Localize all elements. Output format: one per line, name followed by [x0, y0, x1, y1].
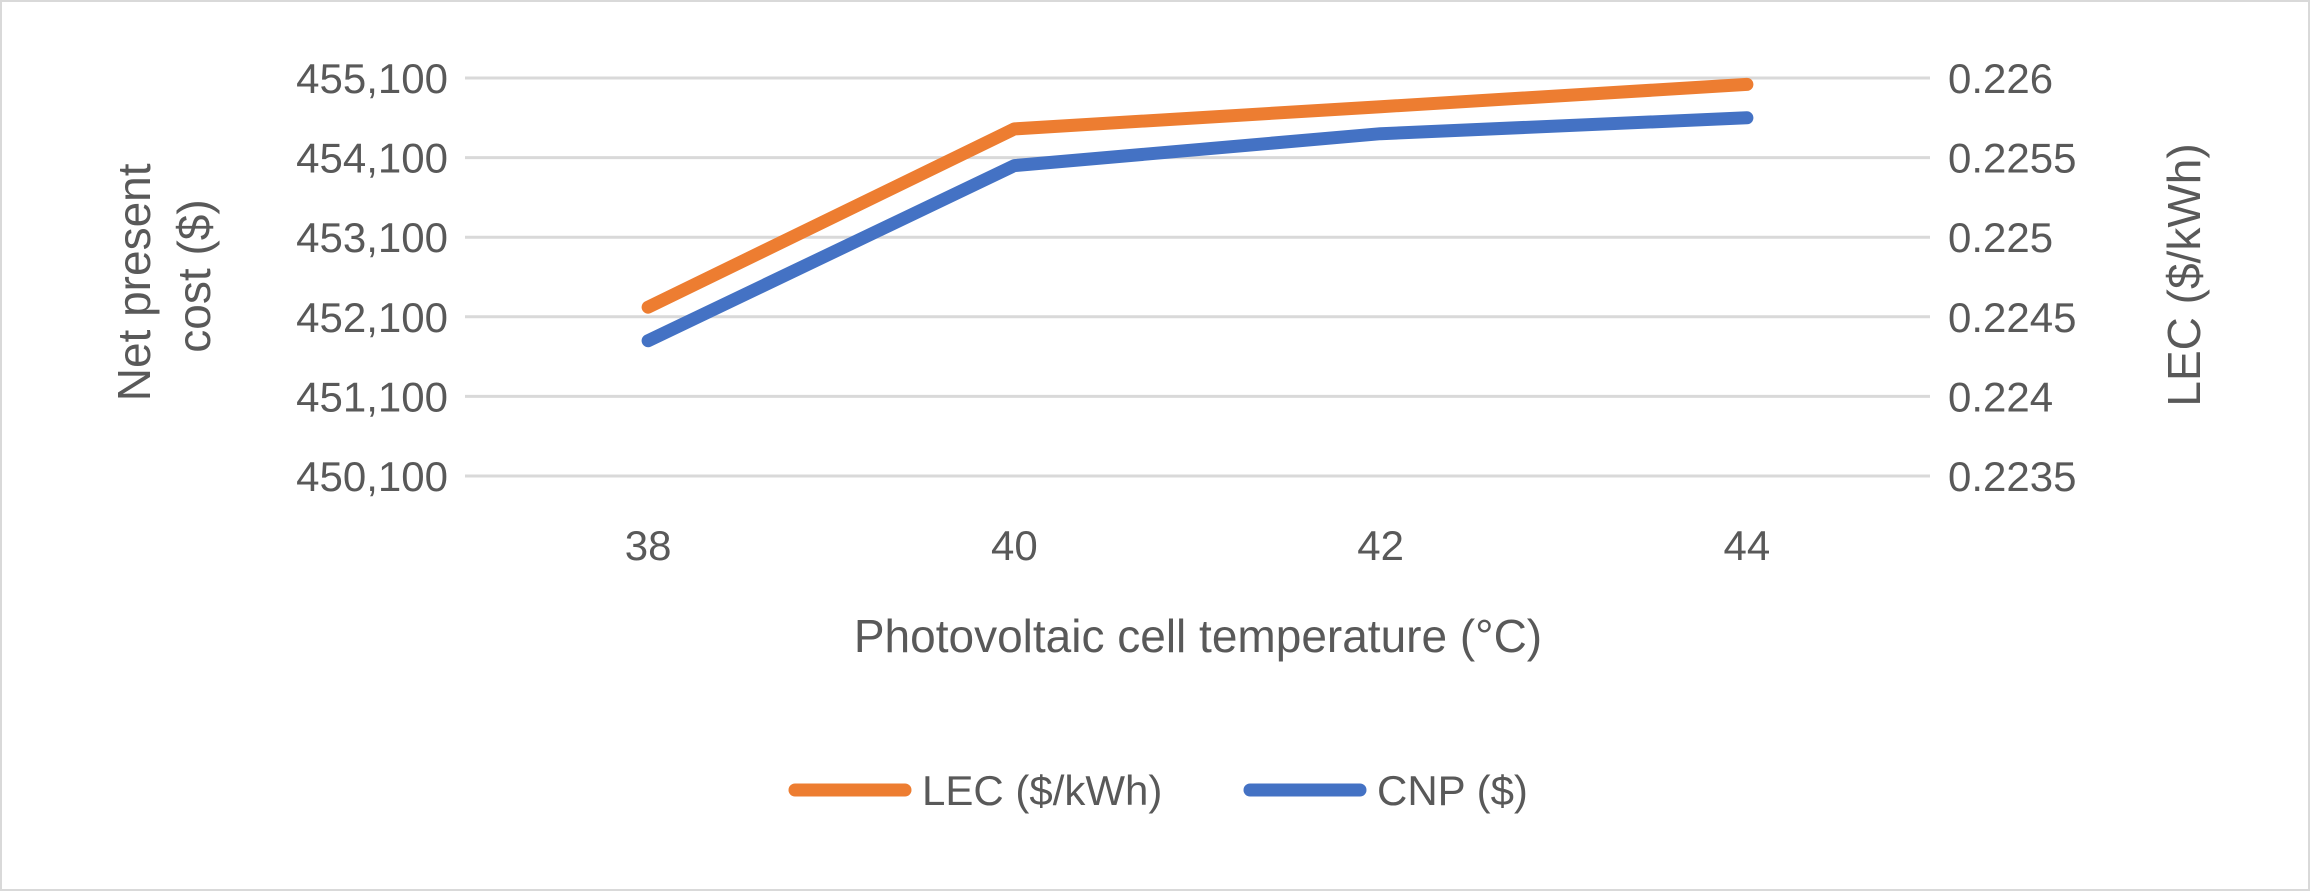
series-lines [641, 77, 1754, 348]
x-tick-label: 42 [1357, 522, 1404, 569]
y-right-tick-label: 0.226 [1948, 55, 2053, 102]
y-left-tick-label: 453,100 [296, 214, 448, 261]
y-right-tick-label: 0.225 [1948, 214, 2053, 261]
y-right-tick-label: 0.224 [1948, 373, 2053, 420]
legend-label: LEC ($/kWh) [922, 767, 1162, 814]
axes: Net present cost ($) LEC ($/kWh) Photovo… [108, 55, 2210, 662]
y-axis-left-title-line-1: Net present [108, 163, 160, 401]
x-tick-label: 44 [1724, 522, 1771, 569]
y-right-tick-label: 0.2235 [1948, 453, 2076, 500]
legend: LEC ($/kWh) CNP ($) [788, 767, 1528, 814]
x-tick-label: 40 [991, 522, 1038, 569]
legend-label: CNP ($) [1377, 767, 1528, 814]
y-left-tick-label: 454,100 [296, 135, 448, 182]
y-right-tick-label: 0.2245 [1948, 294, 2076, 341]
y-left-tick-label: 451,100 [296, 373, 448, 420]
series-line-cnp [641, 111, 1754, 348]
y-axis-left-title: Net present cost ($) [108, 151, 220, 402]
y-right-tick-label: 0.2255 [1948, 135, 2076, 182]
y-left-tick-label: 450,100 [296, 453, 448, 500]
y-axis-left-title-line-2: cost ($) [168, 199, 220, 352]
x-tick-label: 38 [625, 522, 672, 569]
x-axis-title: Photovoltaic cell temperature (°C) [854, 610, 1542, 662]
series-line-lec [641, 77, 1754, 314]
y-left-tick-label: 452,100 [296, 294, 448, 341]
y-axis-right-title: LEC ($/kWh) [2158, 143, 2210, 406]
y-left-tick-label: 455,100 [296, 55, 448, 102]
